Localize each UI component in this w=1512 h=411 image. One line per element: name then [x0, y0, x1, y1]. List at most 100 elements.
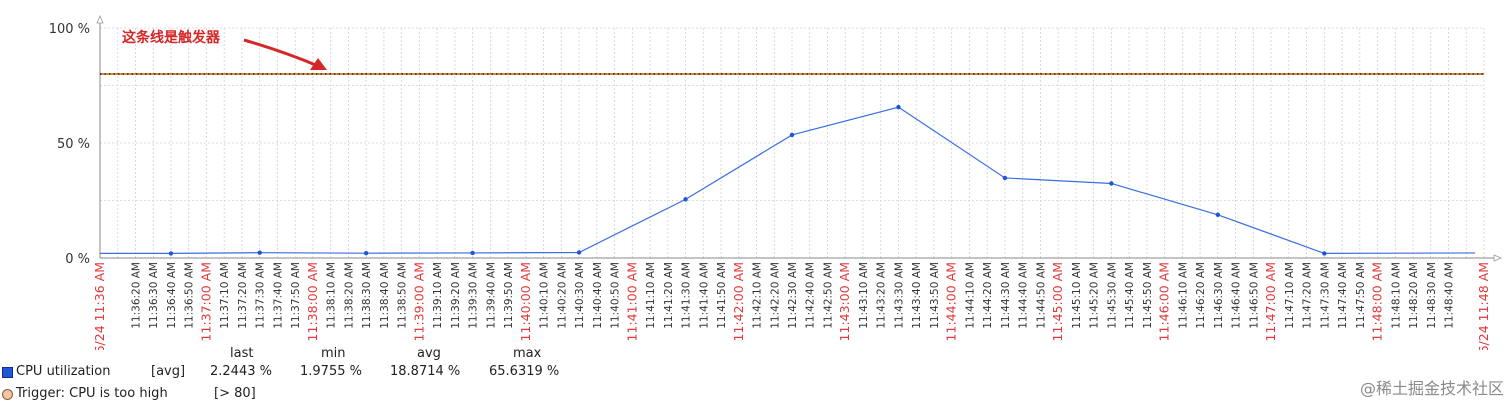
- x-tick-label-major: 11:45:00 AM: [1050, 262, 1065, 341]
- x-tick-label-end: 06/24 11:48 AM: [1476, 262, 1491, 350]
- cpu-legend-agg: [avg]: [151, 364, 186, 379]
- x-tick-label-major: 11:48:00 AM: [1370, 262, 1385, 341]
- x-tick-label: 11:48:30 AM: [1426, 262, 1438, 329]
- x-tick-label: 11:42:20 AM: [769, 262, 781, 329]
- x-tick-label-major: 11:42:00 AM: [731, 262, 746, 341]
- x-tick-label: 11:36:50 AM: [184, 262, 196, 329]
- y-axis-arrow: [96, 14, 104, 24]
- x-tick-label: 11:39:10 AM: [432, 262, 444, 329]
- cpu-data-point: [1215, 212, 1221, 217]
- x-tick-label: 11:43:50 AM: [929, 262, 941, 329]
- x-tick-label: 11:45:20 AM: [1089, 262, 1101, 329]
- x-tick-label: 11:46:10 AM: [1177, 262, 1189, 329]
- x-tick-label-start: 06/24 11:36 AM: [92, 262, 107, 350]
- x-tick-label: 11:38:30 AM: [361, 262, 373, 329]
- cpu-chart: 0 % 50 % 100 % 06/24 11:36 AM 11:36:20 AM 11…: [49, 14, 1503, 350]
- x-tick-label: 11:45:40 AM: [1124, 262, 1136, 329]
- x-tick-label: 11:44:50 AM: [1035, 262, 1047, 329]
- x-tick-label: 11:38:40 AM: [379, 262, 391, 329]
- x-tick-label: 11:36:30 AM: [148, 262, 160, 329]
- x-tick-label: 11:43:40 AM: [911, 262, 923, 329]
- x-tick-label: 11:48:40 AM: [1444, 262, 1456, 329]
- x-tick-label: 11:44:30 AM: [1000, 262, 1012, 329]
- y-tick-label: 100 %: [49, 22, 90, 37]
- x-tick-label: 11:41:50 AM: [716, 262, 728, 329]
- x-tick-label: 11:46:30 AM: [1213, 262, 1225, 329]
- x-tick-label-major: 11:40:00 AM: [518, 262, 533, 341]
- x-tick-label: 11:40:30 AM: [574, 262, 586, 329]
- x-tick-label: 11:43:30 AM: [893, 262, 905, 329]
- x-tick-label-major: 11:37:00 AM: [198, 262, 213, 341]
- x-tick-label: 11:37:40 AM: [272, 262, 284, 329]
- legend-header-min: min: [321, 346, 346, 361]
- x-tick-label-major: 11:39:00 AM: [411, 262, 426, 341]
- cpu-legend-last: 2.2443 %: [210, 364, 272, 379]
- cpu-data-point: [257, 250, 262, 255]
- x-tick-label-major: 11:41:00 AM: [624, 262, 639, 341]
- annotation-arrow: [243, 38, 319, 68]
- x-tick-labels: 06/24 11:36 AM 11:36:20 AM 11:36:30 AM 11:3…: [92, 262, 1491, 350]
- x-tick-label: 11:42:40 AM: [805, 262, 817, 329]
- x-tick-label: 11:44:40 AM: [1018, 262, 1030, 329]
- x-tick-label: 11:46:20 AM: [1195, 262, 1207, 329]
- x-tick-label: 11:47:50 AM: [1355, 262, 1367, 329]
- x-tick-label: 11:42:50 AM: [822, 262, 834, 329]
- x-tick-label: 11:37:10 AM: [219, 262, 231, 329]
- x-tick-label: 11:41:20 AM: [663, 262, 675, 329]
- x-tick-label: 11:47:20 AM: [1302, 262, 1314, 329]
- x-tick-label: 11:37:50 AM: [290, 262, 302, 329]
- grid-lines: [99, 27, 1485, 258]
- cpu-data-point: [576, 250, 582, 255]
- x-axis-arrow: [1493, 254, 1503, 262]
- x-tick-label: 11:45:50 AM: [1142, 262, 1154, 329]
- x-tick-label: 11:41:10 AM: [645, 262, 657, 329]
- x-tick-label: 11:39:50 AM: [503, 262, 515, 329]
- x-tick-label: 11:42:30 AM: [787, 262, 799, 329]
- cpu-data-point: [1322, 251, 1327, 256]
- x-tick-label: 11:48:10 AM: [1390, 262, 1402, 329]
- cpu-data-point: [1109, 181, 1114, 186]
- x-tick-label: 11:44:20 AM: [982, 262, 994, 329]
- x-tick-label: 11:39:40 AM: [485, 262, 497, 329]
- trigger-legend-label: Trigger: CPU is too high: [16, 386, 168, 401]
- x-tick-label: 11:44:10 AM: [964, 262, 976, 329]
- cpu-data-point: [896, 104, 901, 110]
- x-tick-label: 11:37:20 AM: [237, 262, 249, 329]
- legend-row-cpu[interactable]: CPU utilization [avg] 2.2443 % 1.9755 % …: [0, 364, 640, 382]
- x-tick-label: 11:39:30 AM: [468, 262, 480, 329]
- x-tick-label: 11:48:20 AM: [1408, 262, 1420, 329]
- x-tick-label-major: 11:44:00 AM: [944, 262, 959, 341]
- legend: last min avg max CPU utilization [avg] 2…: [0, 346, 700, 406]
- trigger-swatch: [2, 389, 13, 400]
- x-tick-label: 11:40:50 AM: [610, 262, 622, 329]
- x-tick-label: 11:47:10 AM: [1284, 262, 1296, 329]
- legend-header-last: last: [230, 346, 254, 361]
- x-tick-label: 11:46:50 AM: [1248, 262, 1260, 329]
- annotation-arrowhead: [310, 58, 327, 70]
- cpu-data-point: [363, 250, 369, 256]
- x-tick-label-major: 11:47:00 AM: [1263, 262, 1278, 341]
- legend-header-max: max: [513, 346, 542, 361]
- x-tick-label: 11:41:30 AM: [681, 262, 693, 329]
- x-tick-label: 11:43:10 AM: [858, 262, 870, 329]
- x-tick-label: 11:40:20 AM: [556, 262, 568, 329]
- x-tick-label: 11:39:20 AM: [450, 262, 462, 329]
- cpu-data-point: [1002, 175, 1008, 181]
- x-tick-label-major: 11:38:00 AM: [305, 262, 320, 341]
- cpu-data-point: [683, 197, 688, 202]
- y-tick-label: 50 %: [57, 137, 90, 152]
- cpu-legend-max: 65.6319 %: [489, 364, 560, 379]
- cpu-legend-label: CPU utilization: [16, 364, 111, 379]
- cpu-data-point: [168, 251, 174, 256]
- trigger-legend-condition: [> 80]: [214, 386, 256, 401]
- x-tick-label: 11:38:50 AM: [397, 262, 409, 329]
- legend-row-trigger[interactable]: Trigger: CPU is too high [> 80]: [0, 386, 640, 404]
- x-tick-label: 11:46:40 AM: [1231, 262, 1243, 329]
- x-tick-label: 11:40:10 AM: [539, 262, 551, 329]
- axes: [96, 14, 1503, 262]
- x-tick-label: 11:45:30 AM: [1106, 262, 1118, 329]
- x-tick-label: 11:41:40 AM: [698, 262, 710, 329]
- x-tick-label: 11:47:40 AM: [1337, 262, 1349, 329]
- cpu-series: [100, 104, 1476, 256]
- x-tick-label: 11:38:20 AM: [343, 262, 355, 329]
